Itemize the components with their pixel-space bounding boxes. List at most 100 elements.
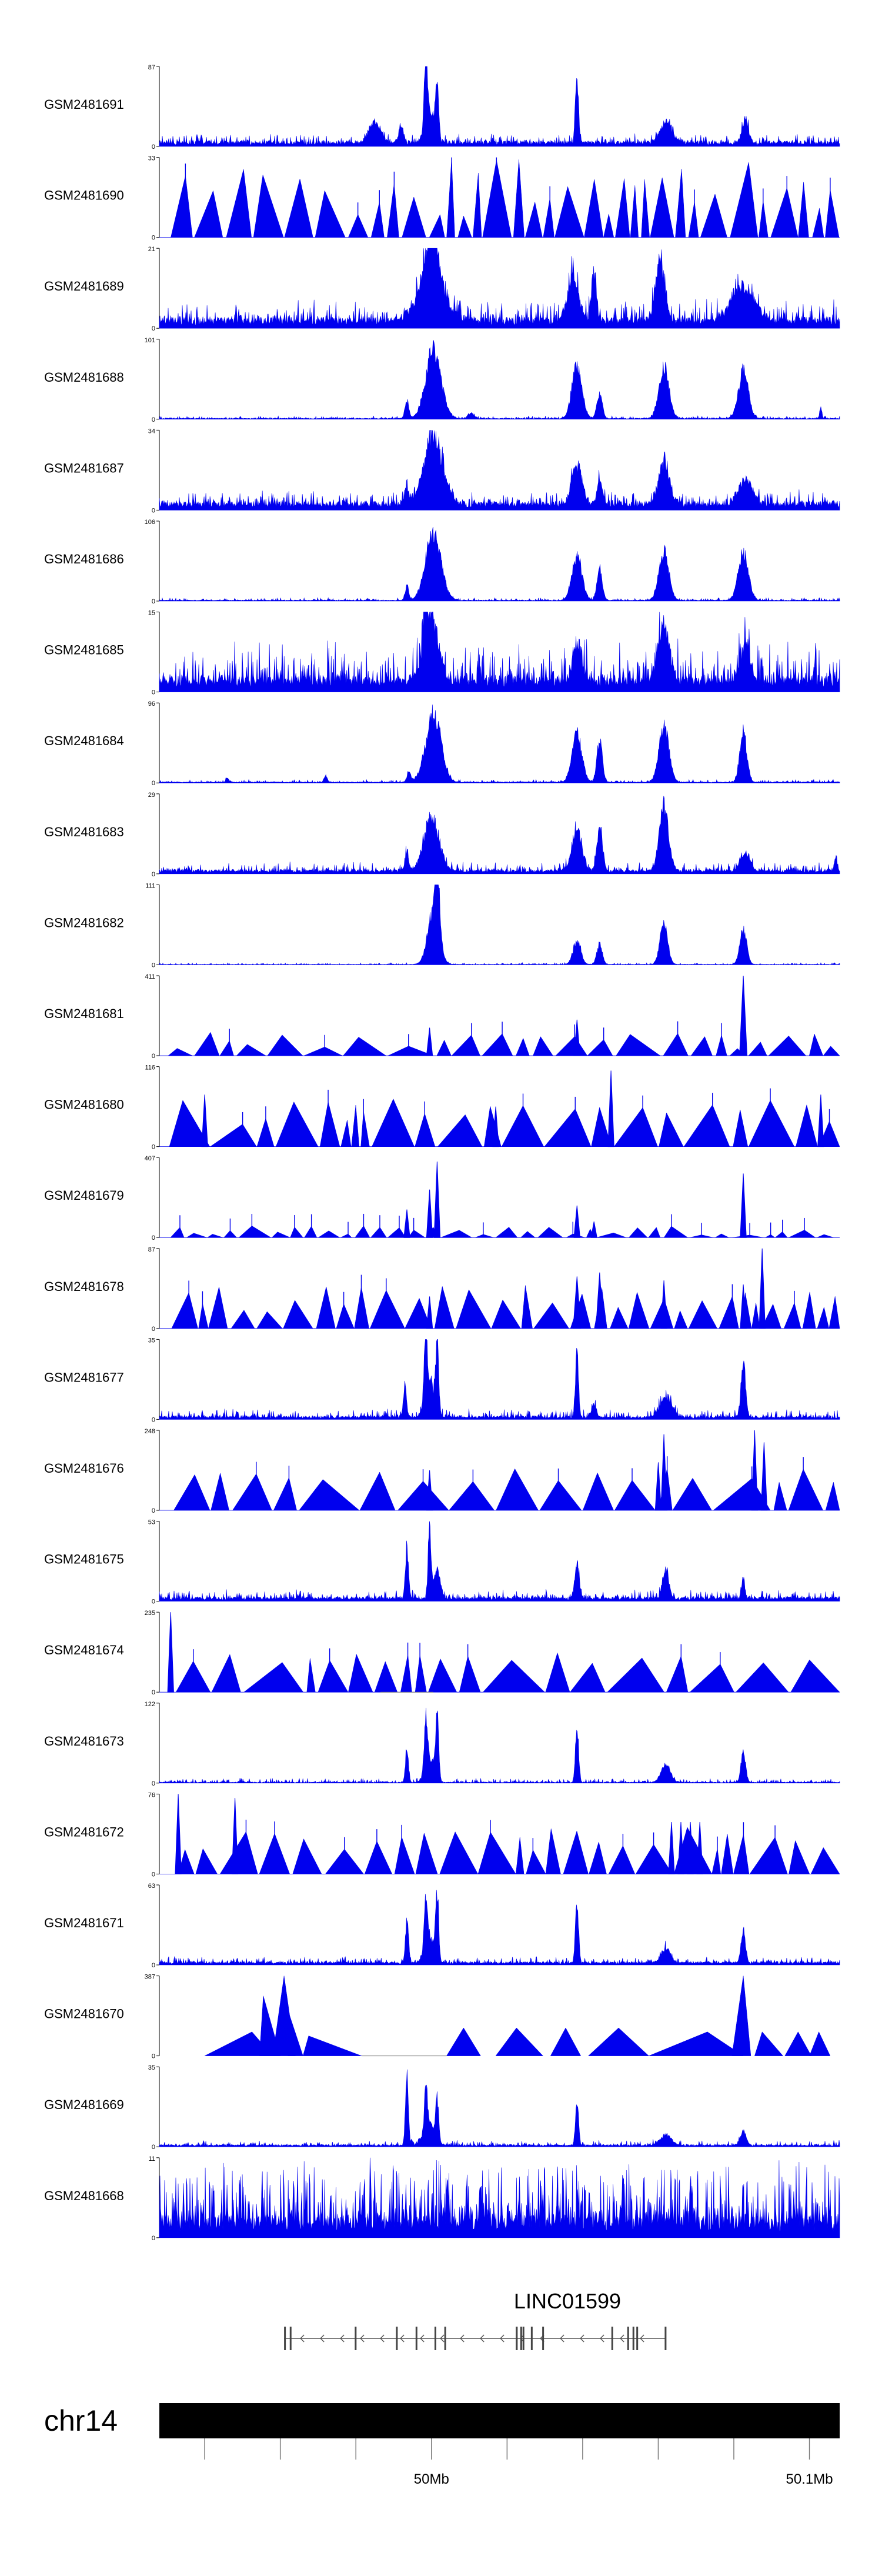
signal-peak: [796, 1104, 818, 1147]
signal-area: [159, 612, 840, 692]
strand-arrow: [320, 2334, 325, 2343]
y-min-label: 0: [152, 1962, 155, 1969]
signal-peak: [243, 1662, 304, 1693]
signal-peak: [434, 1286, 455, 1329]
gene-exon: [284, 2327, 286, 2350]
track-label: GSM2481676: [44, 1461, 124, 1476]
signal-peak: [201, 1095, 208, 1147]
signal-peak: [457, 215, 472, 238]
signal-peak: [336, 1303, 355, 1329]
signal-peak: [209, 1124, 257, 1147]
signal-peak: [783, 1302, 801, 1329]
signal-peak: [817, 1234, 834, 1238]
signal-area: [159, 704, 840, 783]
y-min-label: 0: [152, 1780, 155, 1787]
y-max-label: 387: [145, 1974, 155, 1981]
signal-peak: [582, 1472, 614, 1511]
signal-peak: [607, 1657, 665, 1693]
signal-peak: [589, 1841, 607, 1874]
signal-peak: [649, 2031, 744, 2056]
gene-exon: [355, 2327, 357, 2350]
y-min-label: 0: [152, 598, 155, 605]
signal-peak: [318, 1660, 349, 1693]
signal-peak: [608, 1845, 636, 1874]
signal-peak: [550, 2027, 582, 2056]
signal-peak: [440, 1230, 473, 1238]
signal-area: [159, 2069, 840, 2147]
y-min-label: 0: [152, 416, 155, 423]
signal-tracks: GSM2481691870GSM2481690330GSM2481689210G…: [44, 64, 840, 2242]
signal-peak: [587, 2027, 650, 2056]
signal-peak: [603, 213, 614, 238]
signal-peak: [587, 1039, 613, 1056]
signal-peak: [271, 1232, 290, 1238]
signal-peak: [370, 1227, 387, 1238]
signal-peak: [663, 1226, 689, 1238]
track-label: GSM2481682: [44, 915, 124, 930]
gene-exon: [542, 2327, 544, 2350]
signal-peak: [764, 1234, 776, 1238]
signal-peak: [555, 1036, 588, 1056]
signal-peak: [288, 2016, 303, 2056]
signal-area: [159, 1707, 840, 1784]
strand-arrow: [380, 2334, 385, 2343]
gene-exon: [415, 2327, 417, 2350]
signal-peak: [267, 1035, 303, 1056]
signal-peak: [206, 1234, 223, 1238]
strand-arrow: [600, 2334, 604, 2343]
signal-peak: [283, 1300, 313, 1329]
signal-peak: [688, 1300, 718, 1329]
y-max-label: 106: [145, 519, 155, 526]
signal-peak: [641, 179, 650, 238]
signal-peak: [683, 1105, 730, 1147]
signal-area: [159, 340, 840, 420]
y-min-label: 0: [152, 507, 155, 514]
signal-peak: [449, 1481, 495, 1511]
signal-peak: [543, 198, 554, 238]
y-max-label: 35: [148, 2064, 155, 2071]
y-min-label: 0: [152, 1416, 155, 1423]
signal-peak: [573, 1205, 580, 1238]
signal-peak: [648, 1227, 661, 1238]
signal-peak: [733, 1109, 749, 1147]
track-label: GSM2481686: [44, 552, 124, 566]
signal-peak: [825, 189, 840, 238]
signal-peak: [175, 1794, 182, 1874]
track-GSM2481678: GSM2481678 87 0: [44, 1246, 840, 1333]
signal-peak: [198, 1303, 209, 1329]
signal-area: [159, 1339, 840, 1420]
signal-area: [159, 1521, 840, 1601]
y-min-label: 0: [152, 144, 155, 151]
gene-exon: [434, 2327, 436, 2350]
track-GSM2481682: GSM2481682 111 0: [44, 882, 840, 969]
signal-peak: [456, 1289, 492, 1329]
strand-arrow: [400, 2334, 405, 2343]
signal-peak: [292, 1838, 322, 1874]
signal-peak: [194, 190, 223, 238]
signal-peak: [306, 1658, 316, 1693]
strand-arrow: [620, 2334, 624, 2343]
y-max-label: 34: [148, 428, 155, 435]
y-max-label: 35: [148, 1337, 155, 1344]
signal-peak: [186, 1233, 208, 1238]
signal-peak: [663, 1033, 689, 1056]
signal-peak: [825, 1482, 840, 1511]
signal-peak: [403, 1209, 410, 1238]
gene-exon: [516, 2327, 518, 2350]
signal-peak: [524, 202, 543, 238]
signal-peak: [545, 1828, 561, 1874]
gene-name-label: LINC01599: [514, 2289, 621, 2313]
signal-peak: [340, 1233, 352, 1238]
signal-peak: [675, 169, 686, 238]
signal-peak: [495, 1227, 518, 1238]
track-label: GSM2481684: [44, 733, 124, 748]
y-min-label: 0: [152, 1053, 155, 1060]
track-GSM2481686: GSM2481686 106 0: [44, 519, 840, 605]
signal-peak: [773, 1482, 787, 1511]
signal-peak: [446, 2027, 481, 2056]
signal-area: [159, 248, 840, 329]
signal-peak: [533, 1302, 570, 1329]
signal-peak: [428, 1659, 457, 1693]
signal-peak: [533, 1036, 553, 1056]
signal-peak: [628, 1227, 648, 1238]
